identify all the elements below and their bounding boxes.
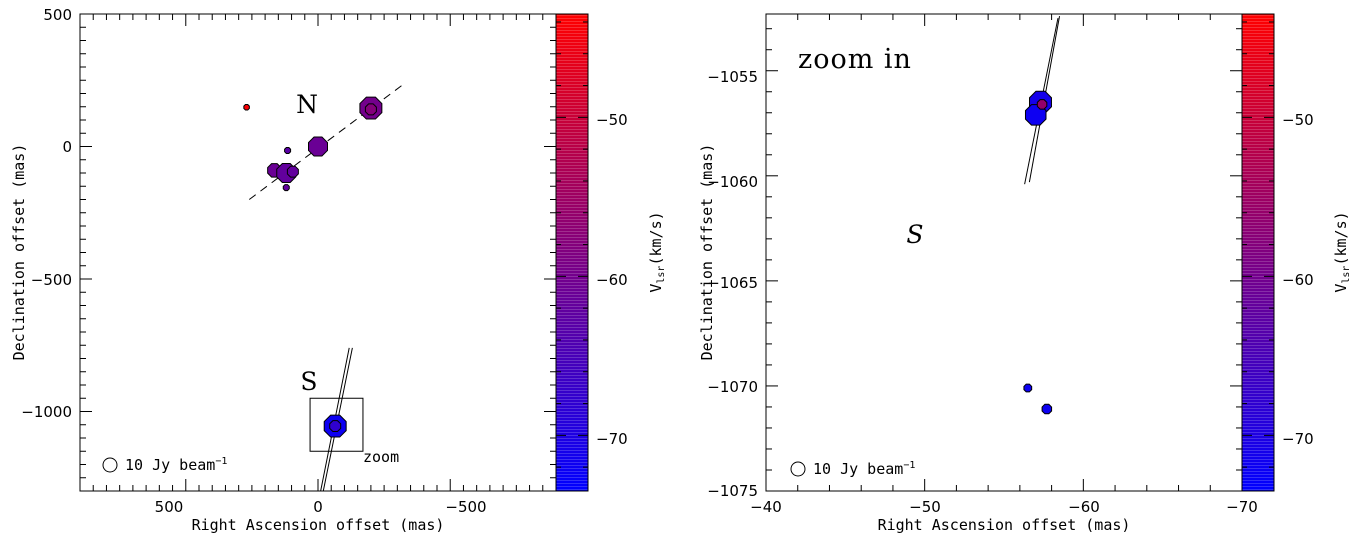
maser-spot <box>329 420 342 433</box>
panel-left: 500 0 −500 500 0 −500 −1000 Right Ascens… <box>10 6 667 534</box>
beam-legend-right: 10 Jy beam−1 <box>790 460 915 478</box>
fit-line <box>248 82 406 200</box>
colorbar-right: −50 −60 −70 Vlsr(km/s) <box>1241 13 1352 492</box>
xtick-label-left-3: −500 <box>445 498 486 516</box>
beam-legend-left: 10 Jy beam−1 <box>102 456 227 474</box>
colorbar-label: Vlsr(km/s) <box>647 211 667 292</box>
colorbar-left: −50 −60 −70 Vlsr(km/s) <box>555 13 667 492</box>
ytick-label-left-2: 0 <box>62 138 72 156</box>
maser-spot <box>308 136 328 157</box>
yaxis-label-right: Declination offset (mas) <box>698 144 716 361</box>
colorbar-tick-label: −50 <box>596 111 628 129</box>
points-right <box>1023 90 1053 415</box>
ytick-label-right-4: −1070 <box>707 378 758 396</box>
zoom-box <box>309 397 364 452</box>
maser-spot <box>284 146 292 154</box>
xtick-label-left-2: 0 <box>313 498 323 516</box>
ytick-label-left-1: 500 <box>43 6 72 24</box>
xtick-label-right-4: −70 <box>1226 498 1258 516</box>
xtick-label-left-1: 500 <box>155 498 184 516</box>
beam-legend-marker <box>102 457 118 473</box>
ytick-label-right-1: −1055 <box>707 68 758 86</box>
label-zoom: zoom <box>363 448 399 466</box>
points-left <box>243 96 383 438</box>
colorbar-stripes <box>556 14 588 491</box>
xtick-label-right-1: −40 <box>750 498 782 516</box>
maser-spot <box>1036 99 1048 110</box>
label-south: S <box>300 367 317 396</box>
xaxis-label-left: Right Ascension offset (mas) <box>192 516 445 534</box>
colorbar-tick-label: −70 <box>1282 430 1314 448</box>
maser-spot <box>1023 383 1033 393</box>
ytick-label-right-3: −1065 <box>707 274 758 292</box>
ticks-right <box>765 14 1243 492</box>
colorbar-ticks <box>1242 21 1274 468</box>
colorbar-label: Vlsr(km/s) <box>1332 211 1352 292</box>
colorbar-frame <box>555 13 589 492</box>
zoom-in-title: zoom in <box>798 44 912 75</box>
beam-legend-marker <box>790 461 806 477</box>
xtick-label-right-3: −60 <box>1068 498 1100 516</box>
maser-spot <box>243 104 250 111</box>
colorbar-frame <box>1241 13 1275 492</box>
label-south-zoom: S <box>906 220 923 249</box>
maser-spot <box>1041 403 1053 415</box>
ticks-left <box>79 13 557 492</box>
plot-frame-right <box>765 13 1243 492</box>
plot-frame-left <box>79 13 557 492</box>
ytick-label-left-4: −1000 <box>21 403 72 421</box>
beam-legend-text: 10 Jy beam−1 <box>125 456 227 474</box>
maser-spot <box>286 165 299 178</box>
colorbar-tick-label: −50 <box>1282 111 1314 129</box>
xaxis-label-right: Right Ascension offset (mas) <box>878 516 1131 534</box>
colorbar-tick-label: −60 <box>596 271 628 289</box>
colorbar-tick-label: −60 <box>1282 271 1314 289</box>
ytick-label-left-3: −500 <box>31 271 72 289</box>
colorbar-tick-label: −70 <box>596 430 628 448</box>
colorbar-stripes <box>1242 14 1274 491</box>
colorbar-ticks <box>556 21 588 468</box>
maser-spot <box>282 184 290 192</box>
label-north: N <box>296 90 318 119</box>
maser-spot <box>364 103 377 116</box>
yaxis-label-left: Declination offset (mas) <box>10 144 28 361</box>
beam-legend-text: 10 Jy beam−1 <box>813 460 915 478</box>
ytick-label-right-2: −1060 <box>707 173 758 191</box>
panel-right: −40 −50 −60 −70 −1055 −1060 −1065 −1070 … <box>698 13 1352 534</box>
ytick-label-right-5: −1075 <box>707 482 758 500</box>
xtick-label-right-2: −50 <box>909 498 941 516</box>
